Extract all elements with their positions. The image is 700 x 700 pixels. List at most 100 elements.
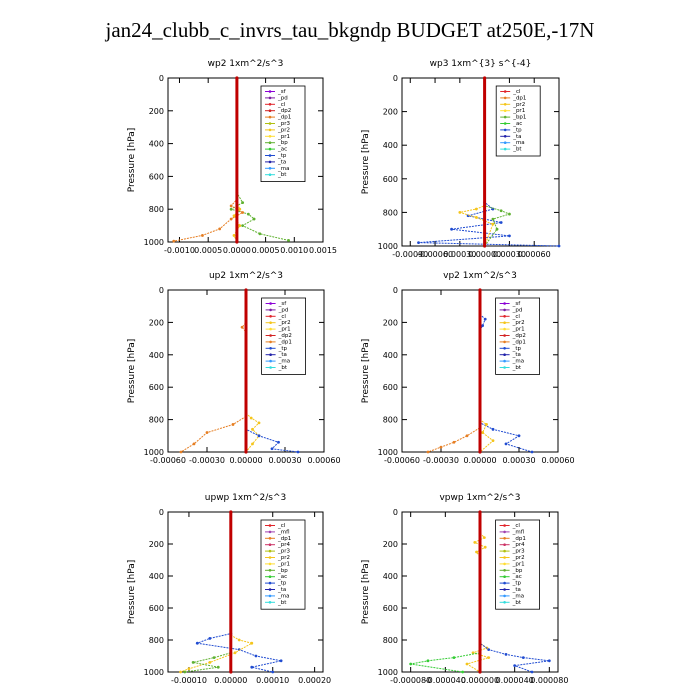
legend-label: _ta bbox=[512, 352, 521, 358]
data-point bbox=[521, 656, 525, 659]
x-tick-label: 0.00010 bbox=[256, 676, 289, 685]
y-tick-label: 0 bbox=[159, 74, 164, 83]
legend-label: _dp1 bbox=[512, 95, 526, 101]
y-tick-label: 600 bbox=[149, 383, 164, 392]
legend-marker bbox=[503, 103, 507, 106]
x-tick-label: -0.00010 bbox=[171, 676, 207, 685]
legend-label: _tp bbox=[277, 153, 287, 159]
x-tick-label: -0.000080 bbox=[390, 676, 431, 685]
legend-label: _tp bbox=[278, 346, 288, 352]
legend-marker bbox=[503, 359, 506, 363]
data-point bbox=[229, 510, 233, 514]
y-tick-label: 400 bbox=[383, 351, 398, 360]
y-axis-label: Pressure [hPa] bbox=[361, 339, 371, 404]
legend-label: _pr4 bbox=[277, 542, 291, 548]
data-point bbox=[208, 661, 212, 664]
x-tick-label: 0.00030 bbox=[443, 250, 476, 259]
chart-title: vpwp 1xm^2/s^3 bbox=[439, 493, 520, 503]
x-tick-label: 0.000080 bbox=[530, 676, 568, 685]
legend-label: _bt bbox=[278, 365, 288, 371]
data-point bbox=[482, 536, 486, 539]
data-point bbox=[474, 207, 478, 211]
data-point bbox=[409, 662, 413, 666]
legend-label: _ma bbox=[512, 140, 524, 146]
x-tick-label: -0.00090 bbox=[392, 250, 428, 259]
legend-marker bbox=[503, 334, 506, 337]
x-tick-label: 0.0005 bbox=[194, 246, 222, 255]
legend-marker bbox=[503, 556, 506, 559]
data-point bbox=[547, 659, 551, 663]
legend-marker bbox=[268, 543, 272, 546]
legend-label: _pd bbox=[278, 307, 289, 313]
series-line bbox=[465, 512, 491, 673]
y-tick-label: 200 bbox=[383, 108, 398, 117]
legend-label: _sf bbox=[278, 301, 288, 307]
legend-label: _pr1 bbox=[277, 134, 290, 140]
chart-title: wp2 1xm^2/s^3 bbox=[208, 59, 284, 69]
y-axis-label: Pressure [hPa] bbox=[127, 339, 137, 404]
data-point bbox=[287, 238, 290, 242]
data-point bbox=[530, 450, 534, 454]
legend-label: _cl bbox=[512, 314, 521, 320]
data-point bbox=[504, 653, 508, 656]
legend-label: _ma bbox=[277, 166, 289, 172]
x-tick-label: 0.00000 bbox=[463, 456, 496, 465]
legend-label: _pr1 bbox=[512, 561, 525, 567]
legend-marker bbox=[268, 575, 272, 578]
chart-panel: wp3 1xm^{3} s^{-4} Pressure [hPa] 0 200 400 6… bbox=[361, 59, 561, 259]
x-tick-label: -0.00060 bbox=[384, 456, 420, 465]
x-tick-label: 0.00030 bbox=[502, 456, 535, 465]
y-axis-label: Pressure [hPa] bbox=[127, 128, 137, 193]
x-tick-label: 0.00000 bbox=[214, 676, 247, 685]
data-point bbox=[257, 421, 261, 425]
legend-marker bbox=[269, 366, 272, 369]
legend-label: _cl bbox=[277, 102, 286, 108]
legend-marker bbox=[269, 347, 272, 350]
y-tick-label: 600 bbox=[383, 383, 398, 392]
data-point bbox=[212, 656, 216, 659]
y-tick-label: 1000 bbox=[378, 668, 398, 677]
legend-label: _dp2 bbox=[277, 108, 291, 114]
legend-marker bbox=[503, 327, 506, 331]
legend-label: _ma bbox=[512, 593, 524, 599]
legend-label: _bt bbox=[512, 365, 522, 371]
series-line bbox=[427, 290, 481, 453]
data-point bbox=[499, 209, 503, 213]
legend-marker bbox=[503, 90, 507, 93]
y-tick-label: 600 bbox=[149, 172, 164, 181]
legend-label: _sf bbox=[277, 89, 287, 95]
legend-marker bbox=[268, 167, 272, 170]
y-tick-label: 800 bbox=[149, 205, 164, 214]
data-point bbox=[252, 217, 256, 221]
y-tick-label: 400 bbox=[383, 572, 398, 581]
legend-marker bbox=[503, 109, 507, 112]
data-point bbox=[481, 324, 484, 328]
series-line bbox=[180, 290, 247, 453]
legend-label: _tp bbox=[277, 581, 287, 587]
data-point bbox=[244, 288, 248, 292]
plot-frame bbox=[167, 511, 324, 673]
x-tick-label: -0.00060 bbox=[417, 250, 453, 259]
chart-panel: up2 1xm^2/s^3 Pressure [hPa] 0 200 400 600 800… bbox=[127, 271, 341, 465]
data-point bbox=[458, 211, 462, 214]
legend-marker bbox=[268, 122, 272, 125]
legend-marker bbox=[269, 327, 272, 331]
legend-label: _ac bbox=[512, 121, 522, 127]
data-point bbox=[205, 431, 209, 434]
y-tick-label: 600 bbox=[383, 175, 398, 184]
legend-label: _ma bbox=[512, 359, 524, 365]
chart-panel: vpwp 1xm^2/s^3 Pressure [hPa] 0 200 400 600 80… bbox=[361, 493, 568, 685]
plot-frame bbox=[167, 77, 324, 243]
data-point bbox=[240, 325, 244, 329]
data-point bbox=[231, 423, 235, 426]
legend-label: _dp1 bbox=[277, 115, 291, 121]
y-tick-label: 1000 bbox=[378, 448, 398, 457]
series-line bbox=[180, 512, 254, 673]
x-tick-label: 0.00000 bbox=[468, 250, 501, 259]
legend-label: _tp bbox=[512, 346, 522, 352]
legend-label: _ma bbox=[278, 359, 290, 365]
legend-marker bbox=[268, 154, 272, 157]
legend-label: _bt bbox=[512, 600, 522, 606]
data-point bbox=[251, 427, 254, 431]
data-point bbox=[517, 434, 521, 438]
